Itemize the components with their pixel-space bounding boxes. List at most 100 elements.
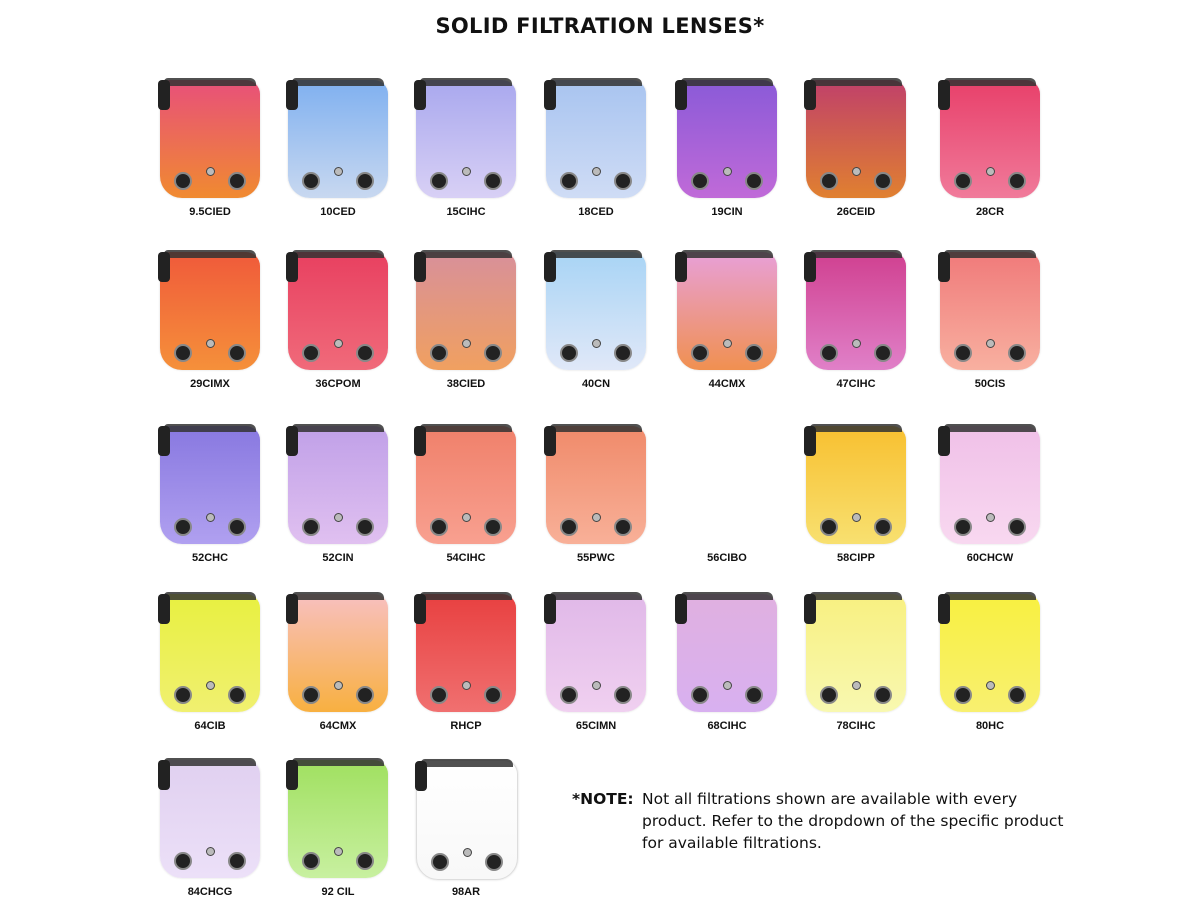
frame-bar: [292, 78, 384, 86]
lens-image: [675, 250, 777, 370]
center-pin: [723, 339, 732, 348]
screw-icon: [954, 686, 972, 704]
center-pin: [206, 167, 215, 176]
frame-bar: [420, 250, 512, 258]
screw-icon: [874, 686, 892, 704]
lens-label: 84CHCG: [187, 886, 233, 898]
lens-label: 64CMX: [319, 720, 357, 732]
frame-arm: [675, 252, 687, 282]
lens-image: [158, 78, 260, 198]
center-pin: [852, 167, 861, 176]
frame-arm: [414, 594, 426, 624]
center-pin: [723, 167, 732, 176]
lens-image: [158, 758, 260, 878]
frame-arm: [938, 80, 950, 110]
frame-bar: [810, 424, 902, 432]
center-pin: [463, 848, 472, 857]
screw-icon: [820, 172, 838, 190]
screw-icon: [745, 344, 763, 362]
frame-arm: [286, 252, 298, 282]
screw-icon: [614, 686, 632, 704]
lens-image: [286, 424, 388, 544]
lens-label: 15CIHC: [446, 206, 486, 218]
frame-bar: [550, 250, 642, 258]
frame-bar: [292, 250, 384, 258]
frame-bar: [810, 592, 902, 600]
center-pin: [334, 681, 343, 690]
lens-item: 29CIMX: [150, 250, 270, 402]
lens-label: 26CEID: [836, 206, 876, 218]
center-pin: [592, 167, 601, 176]
lens-image: [158, 250, 260, 370]
lens-item: 26CEID: [796, 78, 916, 230]
lens-item: 58CIPP: [796, 424, 916, 576]
frame-bar: [292, 424, 384, 432]
frame-bar: [681, 592, 773, 600]
lens-label: 28CR: [975, 206, 1005, 218]
screw-icon: [820, 344, 838, 362]
lens-item: 92 CIL: [278, 758, 398, 910]
lens-item: 56CIBO: [667, 426, 787, 576]
screw-icon: [356, 172, 374, 190]
lens-item: 65CIMN: [536, 592, 656, 744]
frame-arm: [804, 252, 816, 282]
center-pin: [852, 681, 861, 690]
screw-icon: [614, 518, 632, 536]
lens-label: 40CN: [581, 378, 611, 390]
center-pin: [206, 339, 215, 348]
lens-image: [286, 250, 388, 370]
screw-icon: [954, 172, 972, 190]
frame-bar: [292, 592, 384, 600]
frame-bar: [420, 78, 512, 86]
lens-label: 78CIHC: [836, 720, 876, 732]
screw-icon: [954, 344, 972, 362]
frame-arm: [938, 252, 950, 282]
screw-icon: [430, 344, 448, 362]
lens-image: [286, 592, 388, 712]
center-pin: [852, 339, 861, 348]
lens-label: 60CHCW: [966, 552, 1014, 564]
center-pin: [462, 681, 471, 690]
lens-label: 9.5CIED: [189, 206, 231, 218]
frame-arm: [158, 426, 170, 456]
lens-label: 64CIB: [194, 720, 226, 732]
lens-label: 56CIBO: [707, 552, 747, 564]
screw-icon: [356, 852, 374, 870]
lens-label: 29CIMX: [190, 378, 230, 390]
center-pin: [986, 681, 995, 690]
frame-bar: [681, 250, 773, 258]
screw-icon: [302, 344, 320, 362]
lens-item: 64CIB: [150, 592, 270, 744]
screw-icon: [874, 344, 892, 362]
center-pin: [462, 339, 471, 348]
frame-bar: [164, 250, 256, 258]
screw-icon: [430, 518, 448, 536]
lens-label: 47CIHC: [836, 378, 876, 390]
frame-arm: [414, 80, 426, 110]
frame-bar: [550, 424, 642, 432]
lens-image: [414, 424, 516, 544]
lens-item: 9.5CIED: [150, 78, 270, 230]
screw-icon: [302, 172, 320, 190]
lens-label: 54CIHC: [446, 552, 486, 564]
frame-arm: [286, 594, 298, 624]
lens-item: 78CIHC: [796, 592, 916, 744]
lens-item: 60CHCW: [930, 424, 1050, 576]
lens-label: 10CED: [320, 206, 356, 218]
frame-arm: [804, 594, 816, 624]
frame-bar: [420, 424, 512, 432]
lens-image: [544, 424, 646, 544]
frame-arm: [544, 594, 556, 624]
screw-icon: [228, 686, 246, 704]
screw-icon: [228, 518, 246, 536]
lens-item: 52CHC: [150, 424, 270, 576]
frame-arm: [414, 426, 426, 456]
availability-note: *NOTE: Not all filtrations shown are ava…: [572, 788, 1082, 854]
screw-icon: [302, 686, 320, 704]
lens-label: 36CPOM: [315, 378, 361, 390]
frame-bar: [550, 78, 642, 86]
lens-item: 44CMX: [667, 250, 787, 402]
lens-image: [544, 78, 646, 198]
lens-image: [544, 592, 646, 712]
lens-item: 54CIHC: [406, 424, 526, 576]
